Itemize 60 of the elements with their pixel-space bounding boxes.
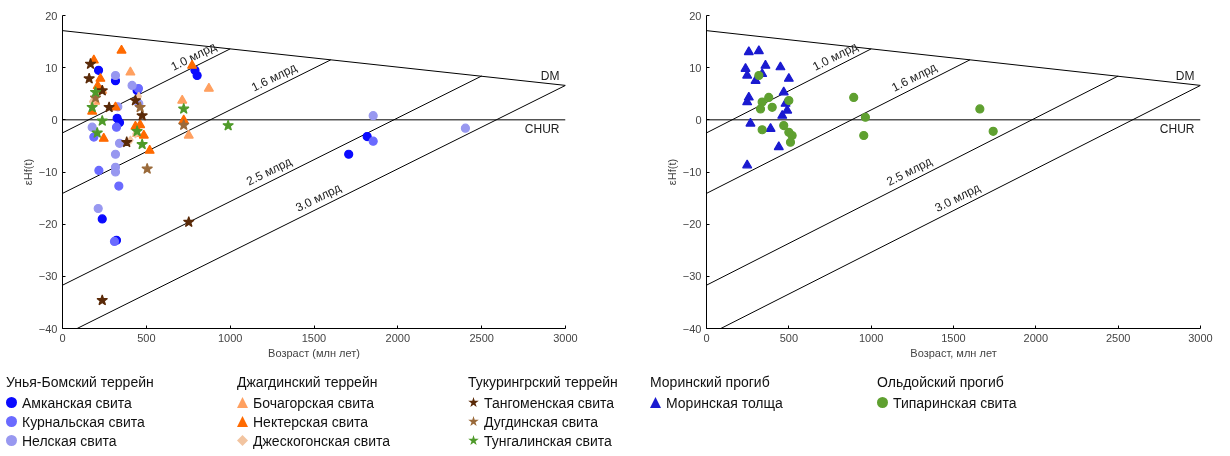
text: 1.0 млрд xyxy=(810,39,860,74)
series-label: CHUR xyxy=(524,121,560,136)
y-tick-label: 0 xyxy=(695,113,702,126)
x-tick-label: 0 xyxy=(59,331,66,344)
x-tick-label: 2500 xyxy=(1105,331,1131,344)
legend-label: Нелская свита xyxy=(21,432,118,451)
text: Джагдинский террейн xyxy=(237,373,379,392)
y-axis-title: εHf(t) xyxy=(21,158,34,186)
x-tick-label: 2000 xyxy=(1023,331,1049,344)
legend-label: Курнальская свита xyxy=(21,413,146,432)
legend-label: Нектерская свита xyxy=(252,413,369,432)
y-tick-label: −40 xyxy=(682,322,702,335)
text: Моринский прогиб xyxy=(650,373,771,392)
legend-label: Бочагорская свита xyxy=(252,394,376,413)
x-tick-label: 1000 xyxy=(217,331,243,344)
y-tick-label: −10 xyxy=(38,166,58,178)
x-tick-label: 1000 xyxy=(858,331,884,344)
x-tick-label: 500 xyxy=(137,331,156,344)
x-tick-label: 1500 xyxy=(941,331,966,344)
series-label: CHUR xyxy=(1159,121,1195,136)
y-tick-label: 20 xyxy=(689,9,702,22)
y-tick-label: −20 xyxy=(682,218,702,231)
legend-label: Типаринская свита xyxy=(892,394,1018,413)
x-tick-label: 3000 xyxy=(1188,331,1213,344)
text: 2.5 млрд xyxy=(884,154,935,189)
y-tick-label: 10 xyxy=(689,61,702,74)
text: Унья-Бомский террейн xyxy=(6,373,155,392)
y-tick-label: −30 xyxy=(682,270,702,283)
y-tick-label: 10 xyxy=(45,61,58,74)
y-tick-label: −40 xyxy=(38,322,58,335)
legend-label: Дугдинская свита xyxy=(483,413,599,432)
x-tick-label: 3000 xyxy=(553,331,578,344)
legend-label: Моринская толща xyxy=(665,394,784,413)
legend-label: Тангоменская свита xyxy=(484,395,615,411)
series-label: DM xyxy=(540,69,560,84)
x-tick-label: 500 xyxy=(779,331,799,344)
legend-label: Джескогонская свита xyxy=(252,432,391,451)
text: Ольдойский прогиб xyxy=(877,373,1005,392)
y-axis-title: εHf(t) xyxy=(665,158,678,186)
x-tick-label: 2000 xyxy=(385,331,411,344)
text: Тукурингрский террейн xyxy=(468,374,618,390)
x-axis-title: Возраст (млн лет) xyxy=(268,346,360,359)
legend-label: Амканская свита xyxy=(21,394,133,413)
y-tick-label: −20 xyxy=(38,218,58,231)
x-tick-label: 0 xyxy=(703,331,710,344)
text: 3.0 млрд xyxy=(293,180,344,215)
x-tick-label: 1500 xyxy=(301,331,327,344)
series-label: DM xyxy=(1175,69,1195,84)
text: 3.0 млрд xyxy=(932,180,983,215)
y-tick-label: −30 xyxy=(38,270,58,283)
y-tick-label: 20 xyxy=(45,9,58,22)
x-axis-title: Возраст, млн лет xyxy=(910,346,997,359)
text: 2.5 млрд xyxy=(244,154,294,189)
y-tick-label: 0 xyxy=(51,113,58,126)
text: 1.6 млрд xyxy=(249,60,299,95)
text: 1.0 млрд xyxy=(168,39,219,74)
x-tick-label: 2500 xyxy=(469,331,494,344)
legend-label: Тунгалинская свита xyxy=(483,432,613,451)
y-tick-label: −10 xyxy=(682,166,702,178)
text: 1.6 млрд xyxy=(889,60,939,95)
